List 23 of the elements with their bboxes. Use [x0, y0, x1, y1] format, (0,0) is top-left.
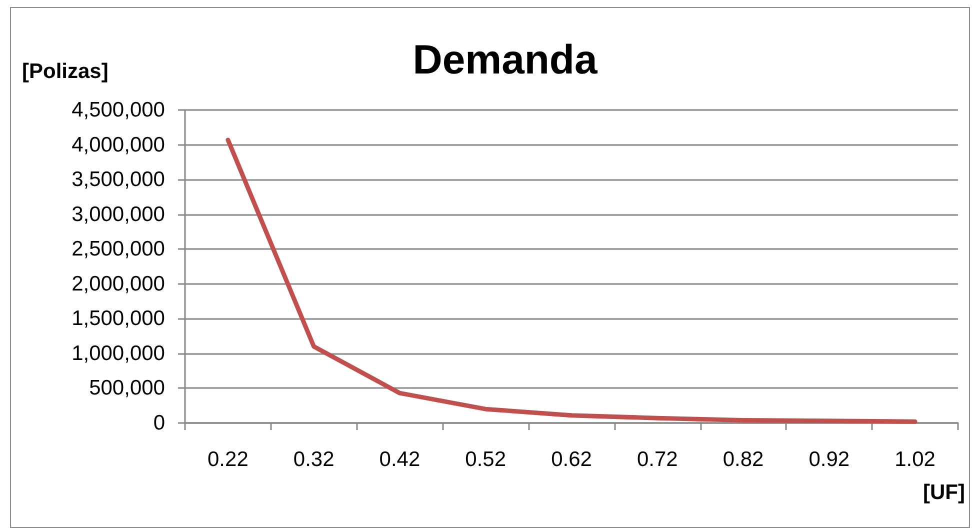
y-tick-label: 2,000,000: [72, 272, 165, 296]
x-tick-label: 1.02: [894, 448, 936, 471]
x-tick-label: 0.52: [465, 448, 506, 471]
y-tick-label: 3,000,000: [72, 202, 165, 226]
y-axis-title: [Polizas]: [22, 60, 108, 83]
line-series: [226, 138, 918, 424]
y-tick-label: 4,500,000: [72, 98, 165, 122]
x-tick-label: 0.32: [293, 448, 334, 471]
x-tick-label: 0.22: [208, 448, 248, 471]
x-tick-label: 0.82: [722, 448, 764, 471]
y-tick-label: 1,000,000: [72, 342, 165, 365]
y-tick-label: 500,000: [89, 376, 165, 400]
y-tick-label: 4,000,000: [72, 133, 165, 156]
y-tick-label: 2,500,000: [72, 238, 165, 261]
chart-title: Demanda: [412, 36, 598, 82]
x-tick-label: 0.42: [379, 448, 420, 471]
y-tick-label: 3,500,000: [72, 168, 165, 192]
x-tick-label: 0.72: [636, 448, 678, 471]
x-tick-label: 0.92: [808, 448, 850, 471]
x-tick-label: 0.62: [551, 448, 592, 471]
y-tick-label: 0: [153, 412, 165, 434]
y-tick-label: 1,500,000: [72, 307, 165, 330]
x-axis-title: [UF]: [923, 481, 966, 504]
